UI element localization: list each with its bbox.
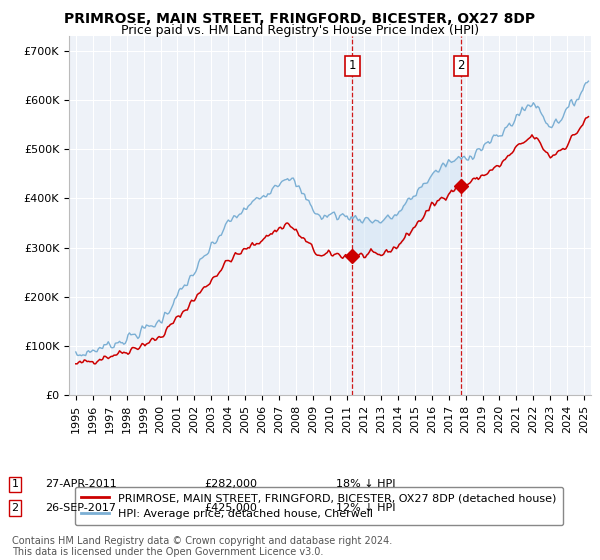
Text: Price paid vs. HM Land Registry's House Price Index (HPI): Price paid vs. HM Land Registry's House …: [121, 24, 479, 37]
Text: 12% ↓ HPI: 12% ↓ HPI: [336, 503, 395, 513]
Legend: PRIMROSE, MAIN STREET, FRINGFORD, BICESTER, OX27 8DP (detached house), HPI: Aver: PRIMROSE, MAIN STREET, FRINGFORD, BICEST…: [74, 487, 563, 525]
Text: 26-SEP-2017: 26-SEP-2017: [45, 503, 116, 513]
Text: £425,000: £425,000: [204, 503, 257, 513]
Text: 1: 1: [349, 59, 356, 72]
Text: Contains HM Land Registry data © Crown copyright and database right 2024.
This d: Contains HM Land Registry data © Crown c…: [12, 535, 392, 557]
Text: £282,000: £282,000: [204, 479, 257, 489]
Text: PRIMROSE, MAIN STREET, FRINGFORD, BICESTER, OX27 8DP: PRIMROSE, MAIN STREET, FRINGFORD, BICEST…: [64, 12, 536, 26]
Text: 18% ↓ HPI: 18% ↓ HPI: [336, 479, 395, 489]
Text: 1: 1: [11, 479, 19, 489]
Text: 2: 2: [11, 503, 19, 513]
Text: 2: 2: [457, 59, 465, 72]
Text: 27-APR-2011: 27-APR-2011: [45, 479, 117, 489]
